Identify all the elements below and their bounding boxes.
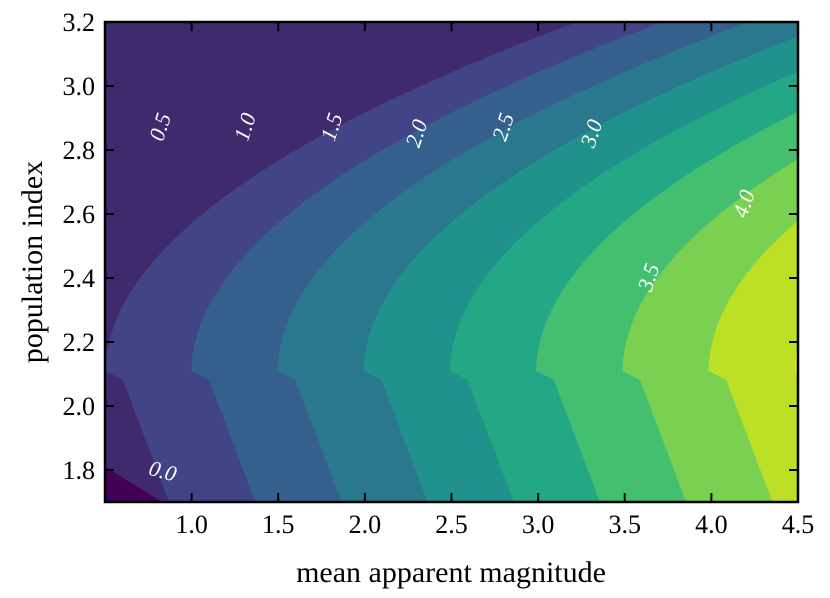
y-axis-label: population index: [16, 161, 49, 363]
x-tick-label: 4.0: [695, 510, 728, 539]
y-tick-label: 3.2: [63, 8, 96, 37]
x-tick-label: 3.5: [609, 510, 642, 539]
y-tick-label: 2.6: [63, 200, 96, 229]
y-tick-label: 2.4: [63, 264, 96, 293]
axis-ticks: 1.0 1.5 2.0 2.5 3.0 3.5 4.0 4.5 1.8 2.0 2.2 2.4 2.6 2…: [63, 8, 815, 539]
x-tick-label: 1.0: [175, 510, 208, 539]
x-tick-label: 3.0: [522, 510, 555, 539]
contour-band-min: [105, 466, 163, 502]
y-tick-label: 2.2: [63, 328, 96, 357]
x-axis-label: mean apparent magnitude: [296, 556, 606, 589]
x-tick-label: 4.5: [782, 510, 815, 539]
y-tick-label: 2.0: [63, 392, 96, 421]
y-tick-label: 3.0: [63, 72, 96, 101]
contour-fills: [105, 22, 798, 502]
y-tick-label: 2.8: [63, 136, 96, 165]
y-tick-label: 1.8: [63, 456, 96, 485]
contour-band-0.0: [105, 22, 577, 502]
x-tick-label: 2.5: [435, 510, 468, 539]
x-tick-label: 1.5: [262, 510, 295, 539]
x-tick-label: 2.0: [349, 510, 382, 539]
